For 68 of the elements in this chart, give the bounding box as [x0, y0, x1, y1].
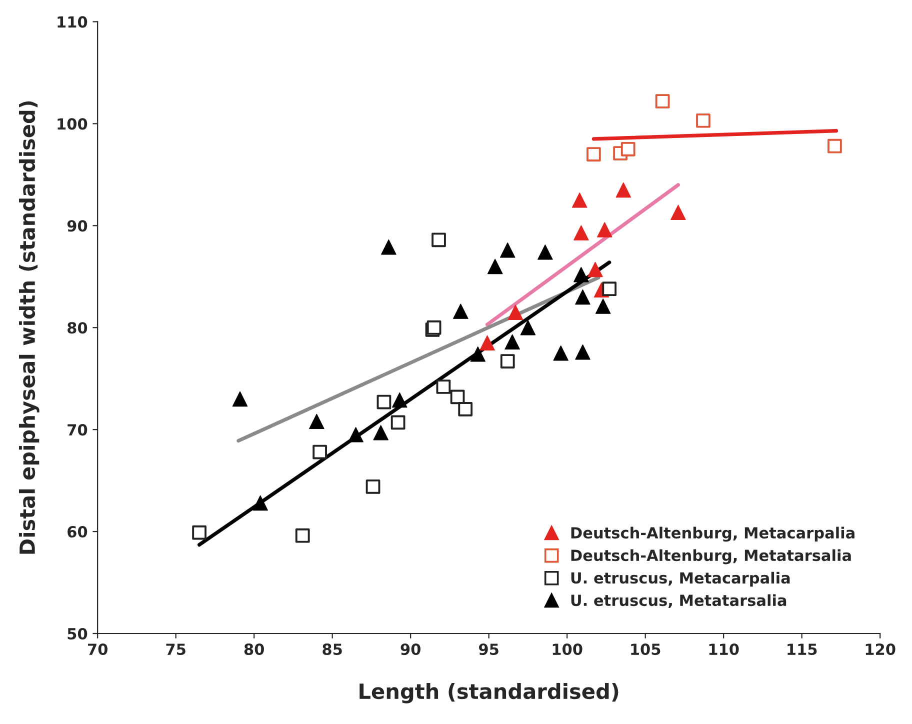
point: [575, 289, 590, 305]
point: [828, 138, 842, 154]
x-tick-label: 80: [244, 643, 264, 656]
y-tick-label: 90: [67, 220, 88, 232]
point: [470, 346, 486, 362]
point: [373, 425, 388, 440]
point: [538, 244, 553, 260]
y-tick-label: 110: [58, 16, 88, 28]
point: [480, 335, 495, 351]
x-tick-label: 90: [400, 643, 420, 656]
point: [696, 113, 710, 128]
point: [602, 282, 617, 296]
point: [432, 232, 446, 248]
point: [390, 415, 406, 430]
y-tick-label: 60: [68, 526, 88, 538]
x-tick-label: 70: [88, 643, 108, 656]
x-tick-label: 120: [866, 643, 896, 656]
x-axis-title: Length (standardised): [360, 683, 618, 704]
x-tick-label: 100: [552, 643, 582, 656]
point: [252, 495, 268, 511]
point: [597, 222, 612, 238]
x-tick-label: 105: [631, 643, 660, 656]
y-tick-label: 50: [68, 628, 88, 640]
point: [453, 304, 468, 319]
x-tick-label: 85: [322, 643, 342, 656]
point: [392, 392, 408, 408]
point: [616, 182, 632, 198]
point: [295, 528, 310, 543]
y-axis-title: Distal epiphyseal width (standardised): [18, 101, 40, 554]
point: [232, 391, 248, 407]
legend-label: U. etruscus, Metacarpalia: [571, 572, 790, 587]
point: [655, 94, 670, 108]
point: [520, 320, 536, 336]
point: [670, 204, 686, 220]
point: [574, 225, 589, 240]
point: [553, 345, 568, 361]
point: [458, 402, 473, 416]
point: [508, 304, 524, 320]
point: [348, 427, 364, 442]
point: [192, 525, 206, 540]
point: [366, 479, 380, 494]
legend-label: U. etruscus, Metatarsalia: [571, 594, 786, 608]
point: [312, 444, 327, 460]
legend-label: Deutsch-Altenburg, Metatarsalia: [571, 549, 851, 564]
y-tick-label: 70: [68, 424, 88, 436]
point: [575, 344, 590, 360]
point: [381, 239, 396, 255]
y-tick-label: 100: [58, 118, 88, 130]
point: [309, 414, 324, 430]
point: [588, 262, 603, 278]
point: [500, 242, 516, 258]
point: [376, 394, 392, 410]
x-tick-label: 115: [788, 644, 817, 656]
point: [450, 390, 465, 404]
x-tick-label: 75: [166, 644, 186, 656]
point: [620, 142, 636, 156]
point: [574, 266, 589, 282]
point: [436, 380, 451, 394]
point: [504, 334, 520, 350]
x-tick-label: 110: [709, 643, 739, 656]
point: [595, 298, 611, 314]
legend-label: Deutsch-Altenburg, Metacarpalia: [571, 526, 854, 542]
point: [500, 354, 515, 368]
y-tick-label: 80: [68, 322, 88, 334]
point: [586, 147, 601, 162]
point: [572, 192, 588, 208]
point: [487, 258, 503, 274]
x-tick-label: 95: [478, 644, 498, 656]
